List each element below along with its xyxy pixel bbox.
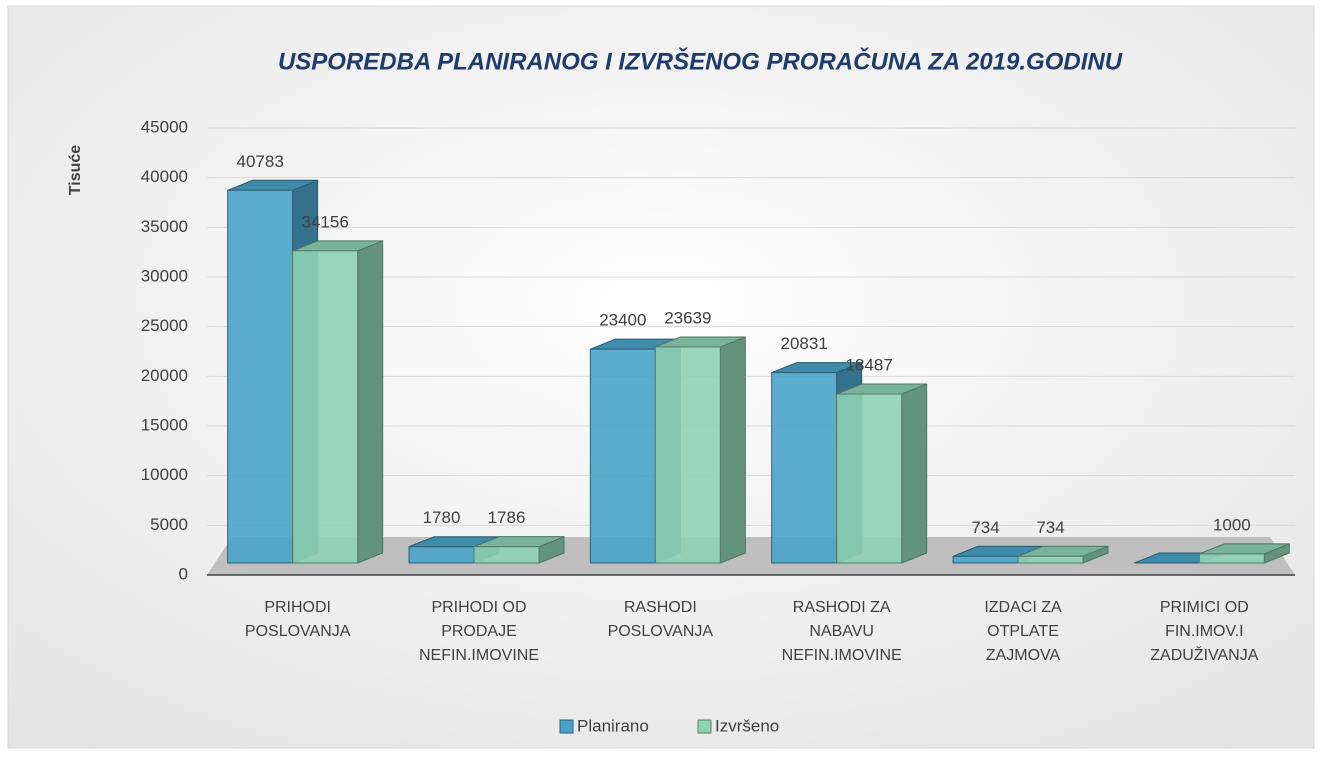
bar-front: [654, 346, 721, 564]
y-axis-label: Tisuće: [67, 145, 84, 196]
y-tick-label: 35000: [141, 217, 188, 236]
bar-front: [771, 372, 838, 564]
bar: [473, 535, 565, 564]
data-label: 1786: [488, 508, 526, 527]
x-tick-label: PRODAJE: [441, 623, 517, 640]
bar-front: [227, 189, 294, 564]
x-tick-label: NABAVU: [809, 623, 874, 640]
y-tick-label: 40000: [141, 167, 188, 186]
bar-front: [292, 250, 359, 564]
legend-label: Izvršeno: [715, 716, 779, 735]
y-tick-label: 25000: [141, 316, 188, 335]
x-tick-label: IZDACI ZA: [984, 599, 1062, 616]
x-tick-label: PRIHODI: [264, 599, 331, 616]
bar: [654, 336, 746, 564]
legend-swatch: [697, 719, 712, 734]
data-label: 20831: [781, 334, 828, 353]
y-tick-label: 30000: [141, 266, 188, 285]
x-tick-label: RASHODI: [624, 599, 697, 616]
x-tick-label: PRIMICI OD: [1160, 599, 1249, 616]
y-tick-label: 10000: [141, 465, 188, 484]
data-label: 23639: [664, 308, 711, 327]
legend-swatch: [559, 719, 574, 734]
data-label: 734: [1036, 518, 1064, 537]
bar-front: [836, 393, 903, 564]
x-tick-label: NEFIN.IMOVINE: [419, 647, 539, 664]
x-tick-label: OTPLATE: [987, 623, 1059, 640]
data-label: 40783: [237, 152, 284, 171]
bar-front: [408, 546, 475, 564]
y-tick-label: 5000: [150, 515, 188, 534]
bar: [836, 383, 928, 564]
y-tick-label: 15000: [141, 415, 188, 434]
bar-side: [719, 336, 746, 564]
bar-front: [952, 555, 1019, 564]
bar-side: [357, 240, 384, 564]
x-tick-label: RASHODI ZA: [793, 599, 891, 616]
data-label: 734: [971, 518, 999, 537]
data-label: 34156: [302, 212, 349, 231]
x-tick-label: PRIHODI OD: [431, 599, 526, 616]
y-tick-label: 0: [179, 564, 188, 583]
x-tick-label: ZAJMOVA: [986, 647, 1061, 664]
bar-front: [473, 546, 540, 564]
x-tick-label: NEFIN.IMOVINE: [782, 647, 902, 664]
bar: [1198, 543, 1290, 564]
bar: [292, 240, 384, 564]
y-tick-label: 20000: [141, 366, 188, 385]
bar-front: [1198, 553, 1265, 564]
data-label: 1000: [1213, 515, 1251, 534]
bar-front: [1017, 555, 1084, 564]
x-tick-label: POSLOVANJA: [608, 623, 714, 640]
data-label: 1780: [423, 508, 461, 527]
data-label: 23400: [599, 311, 646, 330]
bar-front: [589, 348, 656, 564]
x-tick-label: ZADUŽIVANJA: [1150, 645, 1258, 664]
bar: [1017, 545, 1109, 564]
data-label: 18487: [846, 356, 893, 375]
x-tick-label: FIN.IMOV.I: [1165, 623, 1244, 640]
y-tick-label: 45000: [141, 117, 188, 136]
chart-title: USPOREDBA PLANIRANOG I IZVRŠENOG PRORAČU…: [278, 47, 1123, 75]
legend-label: Planirano: [577, 716, 649, 735]
x-tick-label: POSLOVANJA: [245, 623, 351, 640]
bar-side: [901, 383, 928, 564]
